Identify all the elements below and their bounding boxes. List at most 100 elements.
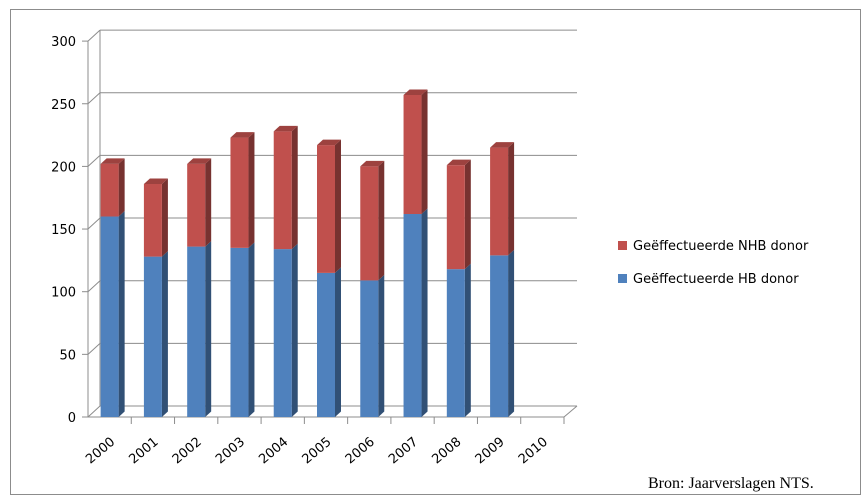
bar-front <box>490 147 509 256</box>
x-tick-label: 2010 <box>516 435 551 468</box>
y-tick-label: 300 <box>51 35 76 50</box>
bar-top <box>273 125 298 132</box>
bar-top <box>143 178 168 184</box>
x-tick-label: 2009 <box>473 435 508 468</box>
legend: Geëffectueerde NHB donor Geëffectueerde H… <box>618 239 809 287</box>
gridline-diagonal <box>87 280 101 293</box>
gridline-diagonal <box>87 29 101 42</box>
bar-side <box>335 267 341 417</box>
bar-2002-series-0 <box>187 241 212 417</box>
bar-side <box>161 251 168 417</box>
bar-top <box>360 160 385 167</box>
bar-side <box>378 160 385 281</box>
y-tick-label: 0 <box>68 411 76 426</box>
bar-side <box>464 159 471 270</box>
bar-top <box>446 159 471 166</box>
bar-front <box>143 183 162 257</box>
bar-2003-series-1 <box>230 132 255 248</box>
y-axis-ticks: 0 50 100 150 200 250 300 <box>51 35 76 426</box>
gridline-diagonal <box>87 342 101 355</box>
bar-side <box>205 158 212 247</box>
x-tick-label: 2005 <box>300 435 335 468</box>
bar-side <box>118 158 125 217</box>
bar-side <box>161 178 168 257</box>
bar-2008-series-1 <box>446 159 471 270</box>
gridline-diagonal <box>87 155 101 167</box>
x-tick-label: 2003 <box>213 435 248 468</box>
bar-side <box>421 208 428 417</box>
bar-side <box>248 132 255 248</box>
legend-swatch <box>618 241 627 250</box>
bar-top <box>403 89 428 95</box>
bar-2007-series-0 <box>403 208 428 417</box>
bar-2001-series-0 <box>143 251 168 417</box>
bar-2009-series-1 <box>490 142 515 256</box>
bar-top <box>100 158 125 164</box>
bar-2003-series-0 <box>230 242 255 417</box>
bar-front <box>273 249 292 417</box>
bar-side <box>205 241 212 417</box>
bar-front <box>143 256 162 417</box>
bar-front <box>187 163 206 247</box>
bar-front <box>317 272 335 417</box>
bars <box>100 89 515 417</box>
y-tick-label: 250 <box>51 98 76 113</box>
bar-top <box>187 158 212 164</box>
bar-front <box>317 145 335 273</box>
bar-side <box>508 249 515 417</box>
bar-side <box>335 139 341 273</box>
bar-front <box>360 280 379 417</box>
bar-front <box>360 166 379 281</box>
bar-2004-series-0 <box>273 243 298 417</box>
bar-side <box>291 243 298 417</box>
floor-edge <box>563 405 578 418</box>
bar-top <box>317 139 341 146</box>
bar-front <box>446 165 465 270</box>
legend-label: Geëffectueerde NHB donor <box>633 239 809 254</box>
x-tick-label: 2002 <box>170 435 205 468</box>
bar-2005-series-1 <box>317 139 341 273</box>
gridline-diagonal <box>87 92 101 105</box>
source-note: Bron: Jaarverslagen NTS. <box>648 475 814 492</box>
bar-front <box>187 246 206 417</box>
bar-front <box>273 131 292 250</box>
bar-front <box>403 214 422 417</box>
y-tick-label: 200 <box>51 160 76 175</box>
bar-front <box>230 247 249 417</box>
bar-top <box>230 132 255 138</box>
bar-side <box>464 263 471 417</box>
bar-2001-series-1 <box>143 178 168 257</box>
bar-2007-series-1 <box>403 89 428 215</box>
legend-label: Geëffectueerde HB donor <box>633 272 799 287</box>
bar-side <box>421 89 428 215</box>
bar-front <box>403 94 422 215</box>
x-axis-ticks: 2000 2001 2002 2003 2004 2005 2006 2007 2008 2009… <box>83 435 551 468</box>
chart-frame: 0 50 100 150 200 250 300 2000 2001 2002 2003 2004 2… <box>10 9 861 495</box>
bar-front <box>490 255 509 417</box>
bar-side <box>378 274 385 417</box>
bar-front <box>100 216 119 417</box>
bar-side <box>291 125 298 250</box>
bar-2002-series-1 <box>187 158 212 247</box>
x-tick-label: 2008 <box>429 435 464 468</box>
x-tick-label: 2004 <box>256 435 291 468</box>
x-tick-label: 2000 <box>83 435 118 468</box>
bar-2006-series-1 <box>360 160 385 281</box>
y-tick-label: 150 <box>51 223 76 238</box>
y-tick-label: 100 <box>51 286 76 301</box>
bar-2008-series-0 <box>446 263 471 417</box>
bar-side <box>508 142 515 256</box>
bar-side <box>118 211 125 417</box>
bar-top <box>490 142 515 148</box>
bar-2009-series-0 <box>490 249 515 417</box>
gridline-diagonal <box>87 405 101 418</box>
x-tick-label: 2007 <box>386 435 421 468</box>
legend-swatch <box>618 274 627 283</box>
bar-side <box>248 242 255 417</box>
bar-2004-series-1 <box>273 125 298 250</box>
bar-2005-series-0 <box>317 267 341 417</box>
bar-2006-series-0 <box>360 274 385 417</box>
x-tick-label: 2001 <box>126 435 161 468</box>
bar-front <box>100 163 119 217</box>
